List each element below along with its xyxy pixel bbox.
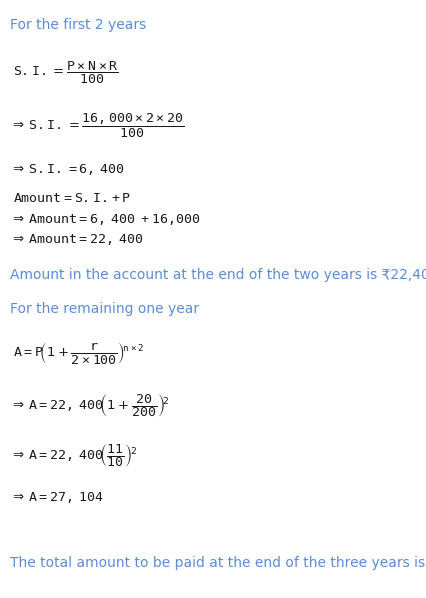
Text: $\mathtt{A = P}\!\left(1 + \dfrac{\mathtt{r}}{\mathtt{2 \times 100}}\right)^{\!\: $\mathtt{A = P}\!\left(1 + \dfrac{\matht… xyxy=(13,340,144,366)
Text: The total amount to be paid at the end of the three years is ₹27,104.: The total amount to be paid at the end o… xyxy=(10,556,426,570)
Text: $\mathtt{Amount = S.I.{+}\, P}$: $\mathtt{Amount = S.I.{+}\, P}$ xyxy=(13,192,130,205)
Text: $\Rightarrow\, \mathtt{S.I. = 6,\, 400}$: $\Rightarrow\, \mathtt{S.I. = 6,\, 400}$ xyxy=(10,162,124,177)
Text: $\Rightarrow\, \mathtt{S.I.} = \dfrac{\mathtt{16, 000 \times 2 \times 20}}{\math: $\Rightarrow\, \mathtt{S.I.} = \dfrac{\m… xyxy=(10,112,184,140)
Text: For the remaining one year: For the remaining one year xyxy=(10,302,199,316)
Text: $\Rightarrow\, \mathtt{A = 22,\, 400}\!\left(1 + \dfrac{\mathtt{20}}{\mathtt{200: $\Rightarrow\, \mathtt{A = 22,\, 400}\!\… xyxy=(10,392,169,419)
Text: $\Rightarrow\, \mathtt{Amount = 6,\, 400\ +16,\!000}$: $\Rightarrow\, \mathtt{Amount = 6,\, 400… xyxy=(10,212,201,227)
Text: For the first 2 years: For the first 2 years xyxy=(10,18,146,32)
Text: $\mathtt{S.I.} = \dfrac{\mathtt{P \times N \times R}}{\mathtt{100}}$: $\mathtt{S.I.} = \dfrac{\mathtt{P \times… xyxy=(13,60,118,86)
Text: $\Rightarrow\, \mathtt{Amount = 22,\, 400}$: $\Rightarrow\, \mathtt{Amount = 22,\, 40… xyxy=(10,232,143,247)
Text: Amount in the account at the end of the two years is ₹22,400.: Amount in the account at the end of the … xyxy=(10,268,426,282)
Text: $\Rightarrow\, \mathtt{A = 27,\, 104}$: $\Rightarrow\, \mathtt{A = 27,\, 104}$ xyxy=(10,490,103,505)
Text: $\Rightarrow\, \mathtt{A = 22,\, 400}\!\left(\dfrac{\mathtt{11}}{\mathtt{10}}\ri: $\Rightarrow\, \mathtt{A = 22,\, 400}\!\… xyxy=(10,442,137,469)
